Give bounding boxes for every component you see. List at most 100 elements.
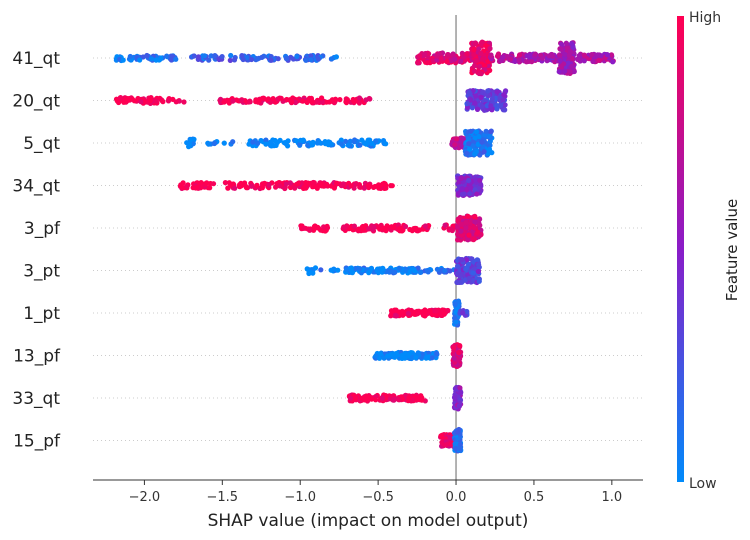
- scatter-point: [570, 45, 576, 51]
- scatter-point: [433, 308, 439, 314]
- scatter-point: [415, 59, 421, 66]
- scatter-point: [384, 223, 390, 229]
- scatter-point: [379, 395, 385, 401]
- scatter-point: [250, 139, 256, 145]
- scatter-point: [165, 98, 172, 104]
- scatter-point: [273, 142, 279, 148]
- scatter-point: [457, 214, 463, 221]
- scatter-point: [373, 397, 379, 403]
- scatter-point: [293, 99, 299, 106]
- scatter-point: [331, 266, 337, 272]
- scatter-point: [351, 139, 357, 145]
- scatter-point: [298, 137, 304, 143]
- scatter-point: [195, 54, 202, 60]
- scatter-point: [204, 180, 210, 186]
- scatter-point: [366, 226, 372, 232]
- scatter-point: [453, 319, 459, 325]
- feature-label: 3_pt: [23, 262, 60, 282]
- scatter-point: [379, 266, 386, 272]
- scatter-point: [365, 137, 371, 143]
- scatter-point: [333, 54, 339, 60]
- feature-label: 34_qt: [12, 177, 60, 197]
- scatter-point: [458, 58, 464, 64]
- scatter-point: [353, 395, 359, 401]
- scatter-point: [475, 230, 481, 236]
- scatter-point: [445, 308, 451, 314]
- scatter-point: [263, 141, 269, 147]
- scatter-point: [345, 142, 351, 148]
- scatter-point: [352, 265, 358, 272]
- scatter-point: [456, 446, 462, 452]
- scatter-point: [472, 215, 478, 221]
- scatter-point: [332, 96, 339, 102]
- scatter-point: [373, 353, 379, 359]
- scatter-point: [363, 141, 369, 147]
- scatter-point: [539, 55, 546, 61]
- scatter-point: [463, 186, 470, 193]
- scatter-point: [469, 105, 475, 111]
- scatter-point: [567, 68, 573, 74]
- scatter-point: [422, 223, 428, 229]
- scatter-point: [363, 97, 369, 103]
- scatter-point: [466, 177, 472, 184]
- scatter-point: [376, 184, 382, 190]
- scatter-point: [567, 48, 574, 55]
- scatter-point: [472, 63, 478, 69]
- scatter-point: [441, 311, 447, 317]
- scatter-point: [289, 99, 295, 105]
- scatter-point: [581, 58, 587, 64]
- scatter-point: [359, 137, 365, 143]
- scatter-point: [556, 69, 562, 75]
- scatter-point: [318, 227, 324, 233]
- scatter-point: [471, 46, 477, 53]
- scatter-point: [208, 53, 214, 59]
- scatter-point: [347, 138, 353, 144]
- scatter-point: [221, 140, 227, 146]
- scatter-point: [319, 183, 325, 189]
- scatter-point: [459, 175, 465, 181]
- scatter-point: [452, 142, 458, 148]
- scatter-point: [263, 137, 269, 143]
- scatter-point: [476, 278, 482, 284]
- x-tick-label: −2.0: [129, 490, 161, 505]
- scatter-point: [259, 185, 265, 191]
- scatter-point: [589, 52, 595, 58]
- scatter-point: [125, 97, 131, 103]
- scatter-point: [194, 184, 200, 190]
- scatter-point: [433, 312, 439, 318]
- scatter-point: [504, 53, 510, 60]
- scatter-point: [331, 185, 337, 191]
- scatter-point: [212, 53, 218, 59]
- scatter-point: [117, 95, 123, 101]
- scatter-point: [468, 128, 474, 134]
- scatter-point: [449, 226, 455, 232]
- scatter-point: [310, 181, 317, 187]
- scatter-point: [472, 100, 478, 106]
- scatter-point: [179, 185, 185, 191]
- scatter-point: [383, 228, 389, 234]
- scatter-point: [466, 146, 473, 152]
- scatter-point: [464, 51, 470, 57]
- scatter-point: [481, 149, 487, 155]
- x-tick-label: 0.5: [524, 490, 545, 505]
- scatter-point: [186, 141, 192, 147]
- scatter-point: [466, 232, 472, 238]
- feature-label: 20_qt: [12, 92, 60, 112]
- x-tick-label: 0.0: [446, 490, 467, 505]
- scatter-point: [373, 138, 379, 144]
- scatter-point: [478, 94, 484, 100]
- scatter-point: [268, 57, 274, 63]
- scatter-point: [377, 351, 383, 357]
- scatter-point: [478, 182, 484, 188]
- scatter-point: [314, 185, 320, 191]
- scatter-point: [324, 225, 331, 231]
- scatter-point: [369, 140, 375, 147]
- scatter-point: [558, 41, 565, 47]
- scatter-point: [319, 99, 325, 105]
- scatter-point: [308, 53, 314, 59]
- scatter-point: [329, 56, 335, 62]
- scatter-point: [459, 143, 465, 149]
- scatter-point: [429, 355, 435, 361]
- scatter-point: [184, 183, 190, 189]
